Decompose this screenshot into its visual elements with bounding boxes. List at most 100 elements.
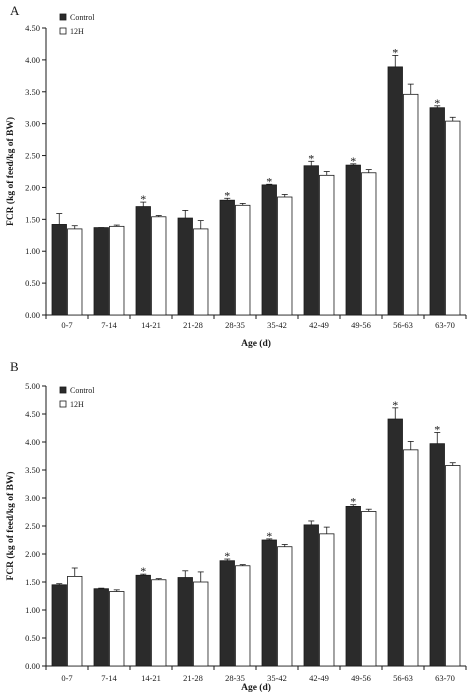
y-tick-label: 3.50 — [25, 87, 40, 97]
significance-marker: * — [350, 495, 356, 509]
bar-control — [51, 584, 67, 667]
significance-marker: * — [266, 529, 272, 543]
bar-treatment — [109, 225, 125, 316]
bar-treatment — [319, 533, 335, 667]
bar-control — [387, 66, 403, 316]
y-tick-label: 0.00 — [25, 310, 40, 320]
bar-treatment — [193, 228, 209, 316]
significance-marker: * — [308, 151, 314, 165]
x-tick-label: 35-42 — [267, 320, 287, 330]
x-tick-label: 28-35 — [225, 320, 245, 330]
x-tick-label: 42-49 — [309, 320, 329, 330]
bar-treatment — [445, 120, 461, 316]
bar-treatment — [403, 93, 419, 316]
bar-treatment — [361, 511, 377, 667]
x-tick-label: 7-14 — [101, 673, 117, 683]
legend-label: 12H — [70, 400, 84, 409]
legend-swatch — [59, 400, 67, 408]
y-tick-label: 5.00 — [25, 381, 40, 391]
x-tick-label: 42-49 — [309, 673, 329, 683]
y-tick-label: 2.00 — [25, 182, 40, 192]
bar-control — [345, 164, 361, 316]
x-tick-label: 21-28 — [183, 320, 203, 330]
bar-treatment — [151, 216, 167, 316]
x-tick-label: 21-28 — [183, 673, 203, 683]
x-tick-label: 14-21 — [141, 320, 161, 330]
bar-control — [177, 577, 193, 667]
y-tick-label: 2.50 — [25, 521, 40, 531]
y-tick-label: 4.00 — [25, 437, 40, 447]
legend-swatch — [59, 13, 67, 21]
y-tick-label: 4.50 — [25, 409, 40, 419]
x-tick-label: 0-7 — [61, 320, 72, 330]
bar-control — [429, 443, 445, 667]
significance-marker: * — [392, 398, 398, 412]
x-tick-label: 28-35 — [225, 673, 245, 683]
bar-treatment — [361, 172, 377, 316]
y-tick-label: 0.00 — [25, 661, 40, 671]
panel-b: B 0.00 0.50 1.00 1.50 2.00 2.50 3.00 3.50 4.00 4.5… — [5, 359, 467, 693]
significance-marker: * — [140, 564, 146, 578]
significance-marker: * — [392, 45, 398, 59]
legend-label: Control — [70, 13, 95, 22]
x-tick-label: 35-42 — [267, 673, 287, 683]
bar-control — [135, 574, 151, 667]
significance-marker: * — [350, 154, 356, 168]
y-tick-label: 3.50 — [25, 465, 40, 475]
significance-marker: * — [224, 188, 230, 202]
bar-control — [345, 505, 361, 667]
y-tick-label: 3.00 — [25, 119, 40, 129]
bar-treatment — [235, 204, 251, 316]
y-tick-label: 2.50 — [25, 151, 40, 161]
y-tick-label: 1.00 — [25, 605, 40, 615]
y-axis-title: FCR (kg of feed/kg of BW) — [5, 117, 16, 226]
x-tick-label: 49-56 — [351, 673, 371, 683]
legend-swatch — [59, 27, 67, 35]
x-tick-label: 56-63 — [393, 320, 413, 330]
significance-marker: * — [140, 192, 146, 206]
x-axis-title: Age (d) — [241, 338, 271, 349]
bar-treatment — [109, 591, 125, 667]
y-tick-label: 1.00 — [25, 246, 40, 256]
significance-marker: * — [434, 96, 440, 110]
significance-marker: * — [224, 549, 230, 563]
bar-treatment — [319, 174, 335, 316]
bar-treatment — [445, 465, 461, 667]
panel-letter: A — [10, 3, 20, 18]
x-tick-label: 63-70 — [435, 673, 455, 683]
y-tick-label: 1.50 — [25, 214, 40, 224]
y-tick-label: 4.50 — [25, 23, 40, 33]
bar-control — [387, 418, 403, 667]
bar-treatment — [235, 565, 251, 667]
bar-treatment — [403, 449, 419, 667]
x-axis-title: Age (d) — [241, 682, 271, 693]
significance-marker: * — [266, 174, 272, 188]
bar-control — [135, 206, 151, 316]
bar-control — [303, 524, 319, 667]
bar-treatment — [193, 581, 209, 667]
y-tick-label: 4.00 — [25, 55, 40, 65]
bar-control — [219, 560, 235, 667]
x-tick-label: 56-63 — [393, 673, 413, 683]
bar-control — [261, 184, 277, 316]
x-tick-label: 7-14 — [101, 320, 117, 330]
bar-control — [219, 199, 235, 316]
bar-control — [51, 224, 67, 316]
bar-control — [429, 107, 445, 316]
y-axis-title: FCR (kg of feed/kg of BW) — [5, 472, 16, 581]
legend-label: 12H — [70, 27, 84, 36]
panel-letter: B — [10, 359, 19, 374]
legend-swatch — [59, 386, 67, 394]
bar-treatment — [67, 576, 83, 667]
significance-marker: * — [434, 422, 440, 436]
y-tick-label: 0.50 — [25, 278, 40, 288]
panel-a: A 0.00 0.50 1.00 1.50 2.00 2.50 3.00 3.50 4.00 4.5… — [5, 3, 467, 349]
x-tick-label: 49-56 — [351, 320, 371, 330]
bar-treatment — [151, 579, 167, 667]
x-tick-label: 63-70 — [435, 320, 455, 330]
x-tick-label: 14-21 — [141, 673, 161, 683]
legend-label: Control — [70, 386, 95, 395]
bar-control — [93, 227, 109, 316]
bar-control — [303, 165, 319, 316]
